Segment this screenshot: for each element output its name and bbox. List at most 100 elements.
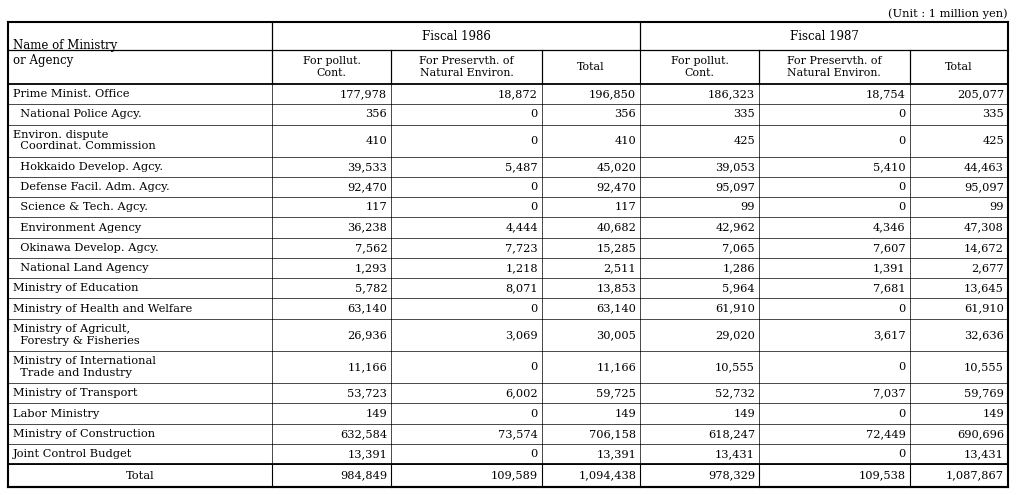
Text: 410: 410	[366, 136, 387, 146]
Text: 0: 0	[530, 362, 537, 372]
Text: 63,140: 63,140	[347, 303, 387, 314]
Text: 13,645: 13,645	[964, 283, 1004, 294]
Text: Environment Agency: Environment Agency	[13, 223, 141, 233]
Text: 44,463: 44,463	[964, 162, 1004, 172]
Text: 7,607: 7,607	[873, 243, 905, 253]
Text: Joint Control Budget: Joint Control Budget	[13, 449, 132, 459]
Text: Labor Ministry: Labor Ministry	[13, 408, 100, 418]
Text: Hokkaido Develop. Agcy.: Hokkaido Develop. Agcy.	[13, 162, 164, 172]
Text: 0: 0	[898, 182, 905, 192]
Text: 3,617: 3,617	[873, 330, 905, 340]
Text: 0: 0	[898, 109, 905, 119]
Text: 10,555: 10,555	[964, 362, 1004, 372]
Text: 0: 0	[898, 202, 905, 212]
Text: 618,247: 618,247	[708, 429, 755, 439]
Text: Total: Total	[577, 62, 605, 72]
Text: For Preservth. of
Natural Environ.: For Preservth. of Natural Environ.	[420, 56, 514, 78]
Text: 0: 0	[530, 202, 537, 212]
Text: 95,097: 95,097	[964, 182, 1004, 192]
Text: Okinawa Develop. Agcy.: Okinawa Develop. Agcy.	[13, 243, 158, 253]
Text: 53,723: 53,723	[347, 388, 387, 398]
Text: Ministry of Agricult,
  Forestry & Fisheries: Ministry of Agricult, Forestry & Fisheri…	[13, 324, 140, 346]
Text: 5,782: 5,782	[355, 283, 387, 294]
Text: 13,431: 13,431	[715, 449, 755, 459]
Text: 40,682: 40,682	[596, 223, 636, 233]
Text: 47,308: 47,308	[964, 223, 1004, 233]
Text: 5,410: 5,410	[873, 162, 905, 172]
Text: 13,853: 13,853	[596, 283, 636, 294]
Text: National Land Agency: National Land Agency	[13, 263, 148, 273]
Text: 7,562: 7,562	[355, 243, 387, 253]
Text: 5,487: 5,487	[505, 162, 537, 172]
Text: 2,677: 2,677	[971, 263, 1004, 273]
Text: 149: 149	[615, 408, 636, 418]
Text: 59,725: 59,725	[596, 388, 636, 398]
Text: 0: 0	[530, 182, 537, 192]
Text: 149: 149	[366, 408, 387, 418]
Text: 205,077: 205,077	[957, 89, 1004, 99]
Text: 335: 335	[734, 109, 755, 119]
Text: 425: 425	[982, 136, 1004, 146]
Text: 335: 335	[982, 109, 1004, 119]
Text: 7,037: 7,037	[873, 388, 905, 398]
Text: 11,166: 11,166	[347, 362, 387, 372]
Text: 0: 0	[898, 136, 905, 146]
Text: 72,449: 72,449	[866, 429, 905, 439]
Text: 11,166: 11,166	[596, 362, 636, 372]
Text: 5,964: 5,964	[722, 283, 755, 294]
Text: 6,002: 6,002	[505, 388, 537, 398]
Text: 0: 0	[530, 303, 537, 314]
Text: 29,020: 29,020	[715, 330, 755, 340]
Text: 14,672: 14,672	[964, 243, 1004, 253]
Text: 0: 0	[530, 136, 537, 146]
Text: 63,140: 63,140	[596, 303, 636, 314]
Text: Ministry of Health and Welfare: Ministry of Health and Welfare	[13, 303, 192, 314]
Text: 7,681: 7,681	[873, 283, 905, 294]
Text: For pollut.
Cont.: For pollut. Cont.	[303, 56, 361, 78]
Text: (Unit : 1 million yen): (Unit : 1 million yen)	[888, 8, 1008, 18]
Text: 99: 99	[990, 202, 1004, 212]
Text: 109,589: 109,589	[491, 471, 537, 481]
Text: 61,910: 61,910	[964, 303, 1004, 314]
Text: 356: 356	[615, 109, 636, 119]
Text: Ministry of Transport: Ministry of Transport	[13, 388, 137, 398]
Text: 99: 99	[741, 202, 755, 212]
Text: Environ. dispute
  Coordinat. Commission: Environ. dispute Coordinat. Commission	[13, 130, 155, 151]
Text: National Police Agcy.: National Police Agcy.	[13, 109, 142, 119]
Text: 706,158: 706,158	[589, 429, 636, 439]
Text: 1,286: 1,286	[722, 263, 755, 273]
Text: 32,636: 32,636	[964, 330, 1004, 340]
Text: 690,696: 690,696	[957, 429, 1004, 439]
Text: 4,346: 4,346	[873, 223, 905, 233]
Text: 978,329: 978,329	[708, 471, 755, 481]
Text: 59,769: 59,769	[964, 388, 1004, 398]
Text: 632,584: 632,584	[340, 429, 387, 439]
Text: 0: 0	[530, 449, 537, 459]
Text: 0: 0	[898, 303, 905, 314]
Text: 984,849: 984,849	[340, 471, 387, 481]
Text: 2,511: 2,511	[604, 263, 636, 273]
Text: 0: 0	[530, 408, 537, 418]
Text: 109,538: 109,538	[859, 471, 905, 481]
Text: Ministry of Construction: Ministry of Construction	[13, 429, 155, 439]
Text: Prime Minist. Office: Prime Minist. Office	[13, 89, 129, 99]
Text: 1,218: 1,218	[505, 263, 537, 273]
Text: 186,323: 186,323	[708, 89, 755, 99]
Text: 13,431: 13,431	[964, 449, 1004, 459]
Text: 52,732: 52,732	[715, 388, 755, 398]
Text: 39,053: 39,053	[715, 162, 755, 172]
Text: Ministry of Education: Ministry of Education	[13, 283, 138, 294]
Text: 4,444: 4,444	[505, 223, 537, 233]
Text: 13,391: 13,391	[347, 449, 387, 459]
Text: Fiscal 1986: Fiscal 1986	[422, 30, 491, 43]
Text: 18,754: 18,754	[866, 89, 905, 99]
Text: Defense Facil. Adm. Agcy.: Defense Facil. Adm. Agcy.	[13, 182, 170, 192]
Text: Ministry of International
  Trade and Industry: Ministry of International Trade and Indu…	[13, 356, 155, 378]
Text: 39,533: 39,533	[347, 162, 387, 172]
Text: 7,723: 7,723	[505, 243, 537, 253]
Text: 45,020: 45,020	[596, 162, 636, 172]
Text: 425: 425	[734, 136, 755, 146]
Text: 92,470: 92,470	[596, 182, 636, 192]
Text: 356: 356	[366, 109, 387, 119]
Text: 0: 0	[898, 408, 905, 418]
